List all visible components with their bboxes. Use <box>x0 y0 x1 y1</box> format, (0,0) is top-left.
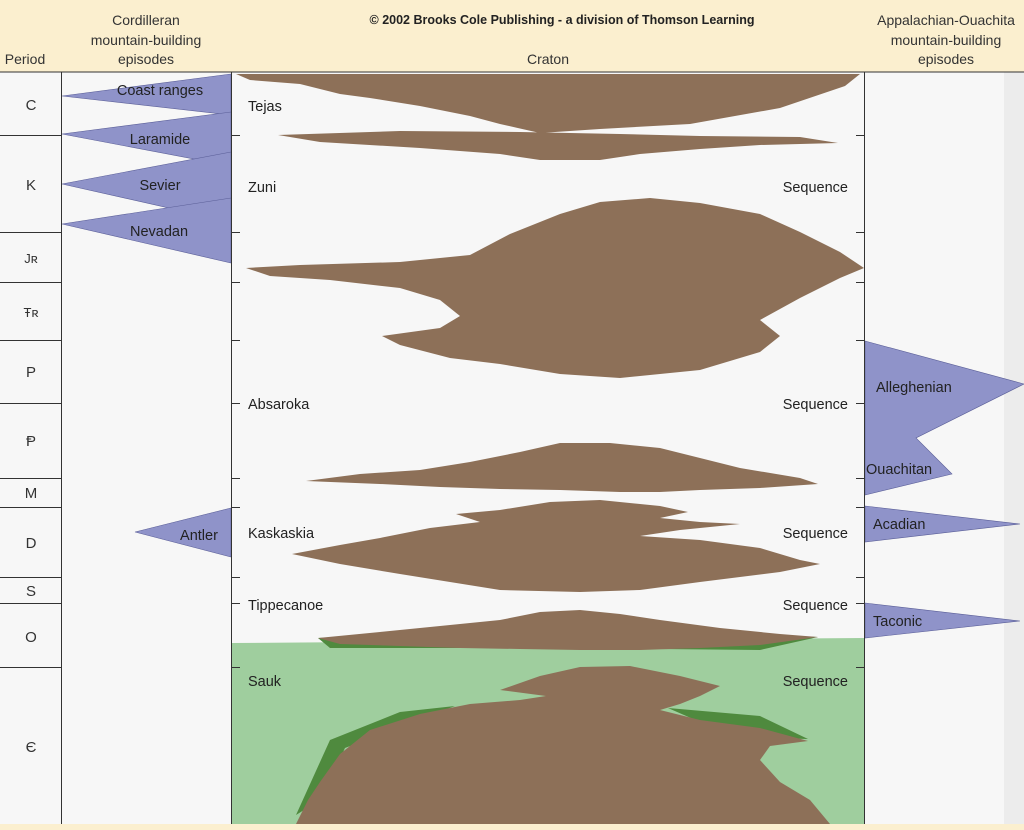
period-label: S <box>26 583 36 600</box>
sauk-sediment <box>296 666 830 824</box>
period-label: P <box>26 364 36 381</box>
period-labels: C K Jʀ Ŧʀ P Ᵽ M D S O Є <box>24 97 39 756</box>
appalachian-header-line: episodes <box>918 51 974 67</box>
craton-header: Craton <box>527 51 569 67</box>
period-label: M <box>25 485 38 502</box>
sequence-word: Sequence <box>783 526 848 542</box>
sequence-word: Sequence <box>783 180 848 196</box>
column-frame <box>0 71 1024 824</box>
cordilleran-header-line: mountain-building <box>91 32 202 48</box>
tejas-sediment <box>236 74 860 160</box>
cordilleran-header: Cordilleran mountain-building episodes <box>91 12 202 67</box>
copyright-text: © 2002 Brooks Cole Publishing - a divisi… <box>370 13 755 27</box>
period-label: Ᵽ <box>26 433 36 450</box>
sequence-word: Sequence <box>783 674 848 690</box>
period-label: C <box>26 97 37 114</box>
cordilleran-header-line: Cordilleran <box>112 12 180 28</box>
sequence-word: Sequence <box>783 397 848 413</box>
orogeny-label: Laramide <box>130 132 190 148</box>
appalachian-header-line: Appalachian-Ouachita <box>877 12 1015 28</box>
orogeny-label: Ouachitan <box>866 462 932 478</box>
sequence-word-labels: Sequence Sequence Sequence Sequence Sequ… <box>783 180 848 690</box>
header-strip <box>0 0 1024 72</box>
tippecanoe-sediment <box>318 610 818 650</box>
sequence-name: Tippecanoe <box>248 598 323 614</box>
orogeny-label: Alleghenian <box>876 380 952 396</box>
orogeny-label: Nevadan <box>130 224 188 240</box>
orogeny-label: Taconic <box>873 614 922 630</box>
right-edge-shade <box>1004 72 1024 824</box>
period-label: D <box>26 535 37 552</box>
sequence-labels: Tejas Zuni Absaroka Kaskaskia Tippecanoe… <box>248 99 323 690</box>
sequence-name: Kaskaskia <box>248 526 315 542</box>
period-header: Period <box>5 51 45 67</box>
zuni-sediment <box>246 198 864 378</box>
period-boundaries <box>0 135 864 668</box>
sequence-name: Absaroka <box>248 397 310 413</box>
kaskaskia-sediment <box>292 500 820 592</box>
period-label: Ŧʀ <box>24 305 39 320</box>
orogeny-label: Sevier <box>139 178 180 194</box>
cordilleran-labels: Coast ranges Laramide Sevier Nevadan Ant… <box>117 83 218 544</box>
orogeny-label: Antler <box>180 528 218 544</box>
cordilleran-orogenies <box>61 73 232 558</box>
sequence-name: Tejas <box>248 99 282 115</box>
absaroka-sediment <box>306 443 818 492</box>
period-label: Jʀ <box>24 251 38 266</box>
sequence-name: Zuni <box>248 180 276 196</box>
sequence-name: Sauk <box>248 674 282 690</box>
sequence-word: Sequence <box>783 598 848 614</box>
period-label: K <box>26 177 36 194</box>
appalachian-header: Appalachian-Ouachita mountain-building e… <box>877 12 1015 67</box>
cordilleran-header-line: episodes <box>118 51 174 67</box>
appalachian-header-line: mountain-building <box>891 32 1002 48</box>
period-label: O <box>25 629 37 646</box>
orogeny-label: Acadian <box>873 517 925 533</box>
craton-sediments <box>236 74 864 824</box>
bottom-strip <box>0 824 1024 830</box>
period-label: Є <box>26 739 37 756</box>
appalachian-labels: Alleghenian Ouachitan Acadian Taconic <box>866 380 952 630</box>
orogeny-label: Coast ranges <box>117 83 203 99</box>
